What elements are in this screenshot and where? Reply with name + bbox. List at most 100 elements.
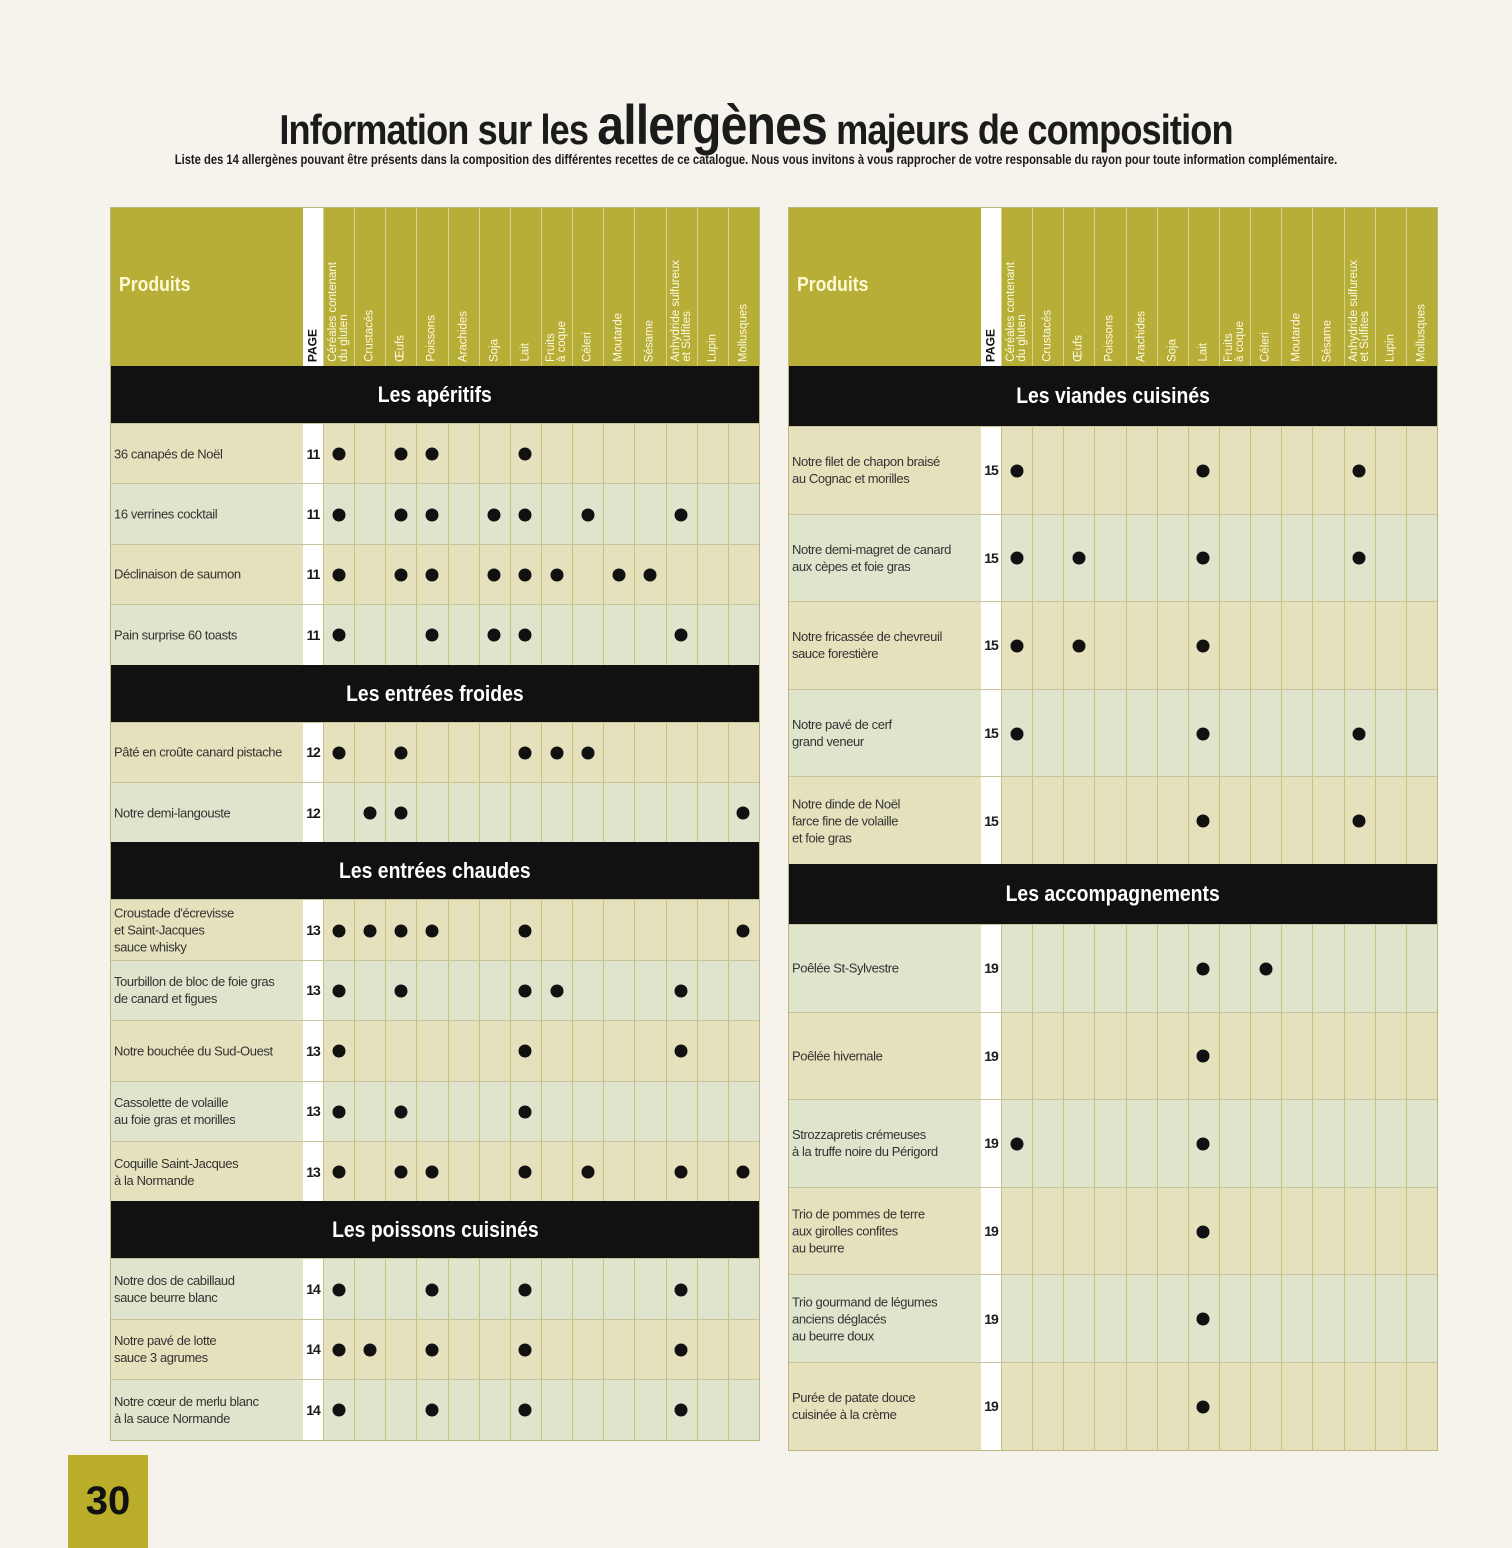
cell-divider [1094,1100,1096,1188]
cell-divider [1094,689,1096,778]
cell-divider [416,722,418,783]
cell-divider [1001,925,1002,1013]
cell-divider [603,544,605,606]
section-title: Les poissons cuisinés [331,1217,539,1243]
allergen-dot [518,984,532,998]
cell-divider [478,1380,480,1441]
allergen-dot [674,628,688,642]
header-allergen-column: Lait [1187,208,1219,366]
cell-divider [1125,1012,1127,1101]
cell-divider [727,1259,729,1320]
section-title: Les viandes cuisinés [1016,383,1210,408]
cell-divider [665,783,667,844]
product-page: 19 [981,1363,1001,1450]
cell-divider [1219,1187,1220,1276]
cell-divider [1063,1012,1065,1101]
cell-divider [385,1259,387,1320]
cell-divider [1187,1012,1189,1101]
cell-divider [572,1081,574,1142]
cell-divider [323,544,324,606]
allergen-dot [394,806,408,820]
product-page: 12 [303,783,323,843]
product-name: Pain surprise 60 toasts [114,627,238,643]
cell-divider [634,1081,636,1142]
product-name: Purée de patate douce cuisinée à la crèm… [792,1390,916,1423]
cell-divider [1250,602,1252,690]
allergen-dot [1196,1225,1210,1239]
header-allergen-column: Lupin [696,208,728,366]
cell-divider [665,544,667,606]
cell-divider [634,722,636,783]
cell-divider [665,1380,667,1441]
cell-divider [665,1021,667,1082]
cell-divider [572,484,574,545]
cell-divider [478,1081,480,1142]
product-name: Tourbillon de bloc de foie gras de canar… [114,974,275,1007]
cell-divider [1094,777,1096,865]
allergen-dot [332,924,346,938]
cell-divider [1063,925,1065,1013]
cell-divider [416,424,418,485]
cell-divider [1250,1275,1252,1363]
allergen-table-left: Produits PAGE Céréales contenant du gluten… [110,207,760,1441]
cell-divider [1001,1012,1002,1101]
allergen-dot [332,568,346,582]
cell-divider [509,1319,511,1381]
cell-divider [1405,514,1407,603]
cell-divider [1405,689,1407,778]
cell-divider [1219,689,1220,778]
cell-divider [416,783,418,844]
header-allergen-column: Lait [509,208,541,366]
product-page: 13 [303,1081,323,1141]
cell-divider [1374,602,1376,690]
cell-divider [478,1021,480,1082]
cell-divider [1032,1012,1034,1101]
allergen-dot [674,984,688,998]
cell-divider [541,605,542,666]
cell-divider [1343,427,1345,515]
allergen-dot [1010,551,1024,565]
allergen-dot [1196,962,1210,976]
cell-divider [416,1021,418,1082]
product-page: 19 [981,1100,1001,1187]
header-allergen-column: Céleri [572,208,603,366]
cell-divider [603,1259,605,1320]
allergen-label: Crustacés [363,310,376,362]
table-row: Notre dos de cabillaud sauce beurre blan… [111,1258,759,1320]
cell-divider [1312,1100,1314,1188]
cell-divider [634,544,636,606]
cell-divider [1187,427,1189,515]
cell-divider [478,722,480,783]
cell-divider [1343,777,1345,865]
cell-divider [447,424,449,485]
product-name: Notre demi-langouste [114,805,231,821]
allergen-label: Anhydride sulfureux et Sulfites [669,260,693,362]
cell-divider [1405,1187,1407,1276]
cell-divider [665,1142,667,1203]
allergen-label: Fruits à coque [1223,321,1247,362]
allergen-dot [394,1105,408,1119]
table-header: Produits PAGE Céréales contenant du gluten… [789,208,1437,366]
cell-divider [385,1319,387,1381]
section-title: Les entrées froides [346,680,524,706]
cell-divider [1281,514,1283,603]
cell-divider [1001,1187,1002,1276]
cell-divider [385,1142,387,1203]
cell-divider [696,1319,698,1381]
section-header: Les accompagnements [789,864,1437,924]
cell-divider [696,1259,698,1320]
allergen-dot [332,508,346,522]
header-allergen-column: Lupin [1374,208,1406,366]
allergen-dot [1196,1312,1210,1326]
product-name: Croustade d'écrevisse et Saint-Jacques s… [114,905,234,955]
table-row: Pain surprise 60 toasts 11 [111,604,759,666]
cell-divider [1063,1187,1065,1276]
cell-divider [416,1081,418,1142]
cell-divider [1156,514,1158,603]
table-row: 16 verrines cocktail 11 [111,483,759,545]
cell-divider [1312,427,1314,515]
section-title: Les apéritifs [377,382,493,407]
cell-divider [603,1081,605,1142]
product-name: Notre pavé de cerf grand veneur [792,717,892,750]
cell-divider [1405,1275,1407,1363]
